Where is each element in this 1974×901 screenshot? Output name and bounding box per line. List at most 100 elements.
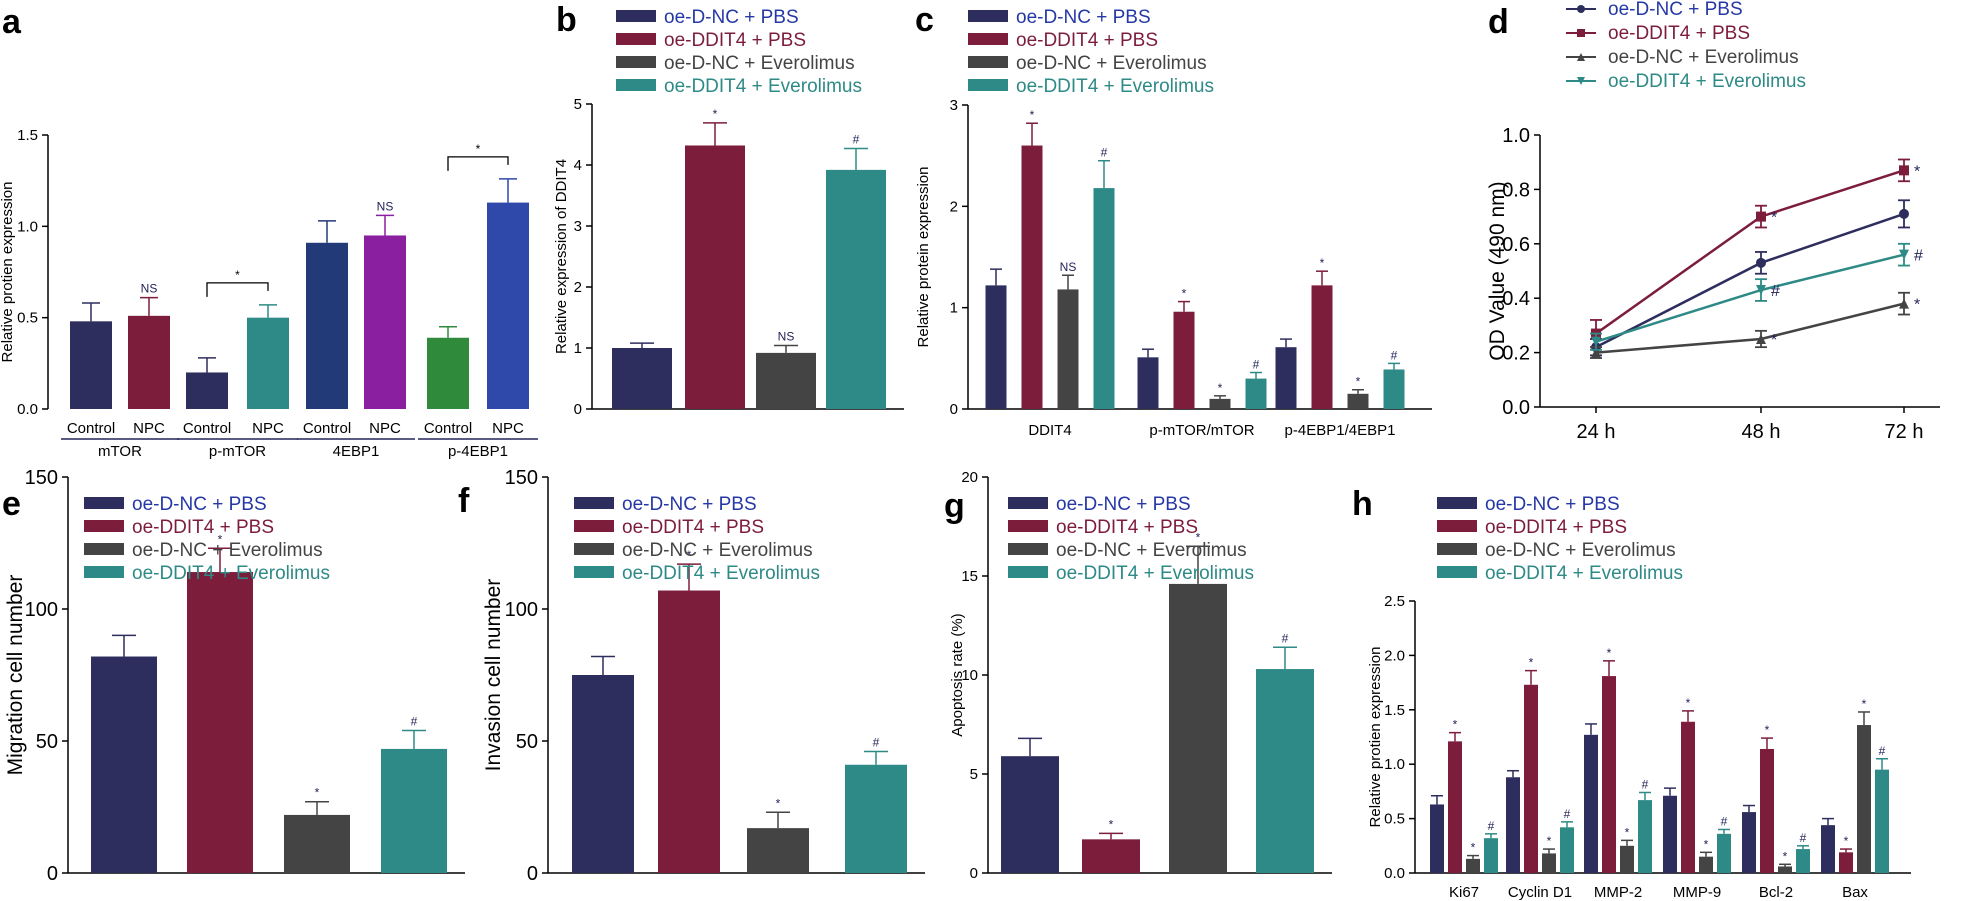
h-mark-4-2: * (1783, 849, 1788, 863)
g-bar-2 (1169, 583, 1227, 873)
b-legend-swatch-3 (616, 79, 656, 91)
c-bar-2-2 (1347, 393, 1369, 409)
c-bar-2-3 (1383, 369, 1405, 409)
a-bar-label-3: NPC (252, 420, 284, 437)
c-legend-swatch-0 (968, 10, 1008, 22)
b-legend-swatch-0 (616, 10, 656, 22)
h-mark-1-1: * (1529, 656, 1534, 670)
c-bar-2-0 (1275, 347, 1297, 409)
h-y-tick-label-4: 2.0 (1384, 647, 1405, 664)
h-bar-1-3 (1560, 827, 1574, 873)
b-legend-swatch-1 (616, 33, 656, 45)
b-legend-label-3: oe-DDIT4 + Everolimus (664, 76, 862, 97)
a-group-label-3: p-4EBP1 (448, 443, 508, 460)
g-legend-swatch-3 (1008, 566, 1048, 578)
f-y-label: Invasion cell number (482, 579, 505, 772)
h-bar-5-0 (1821, 825, 1835, 873)
h-legend-label-1: oe-DDIT4 + PBS (1485, 517, 1627, 538)
f-bar-2 (747, 828, 809, 873)
h-y-tick-label-0: 0.0 (1384, 865, 1405, 882)
g-mark-3: # (1282, 631, 1289, 645)
h-bar-0-1 (1448, 741, 1462, 873)
h-mark-4-1: * (1765, 723, 1770, 737)
d-legend-marker-3 (1577, 77, 1585, 85)
c-mark-1-3: # (1253, 358, 1260, 372)
a-bar-3 (247, 317, 289, 409)
h-legend-label-3: oe-DDIT4 + Everolimus (1485, 563, 1683, 584)
b-legend-label-2: oe-D-NC + Everolimus (664, 53, 855, 74)
d-point-0-1 (1756, 257, 1766, 268)
panel-label-d: d (1488, 3, 1509, 41)
c-bar-1-3 (1245, 378, 1267, 409)
a-group-label-1: p-mTOR (209, 443, 266, 460)
d-point-2-0 (1591, 347, 1601, 358)
c-legend-swatch-3 (968, 79, 1008, 91)
h-mark-5-2: * (1862, 697, 1867, 711)
d-mark48-2: * (1771, 332, 1777, 349)
e-legend-swatch-3 (84, 566, 124, 578)
c-mark-0-3: # (1101, 146, 1108, 160)
panel-label-b: b (556, 1, 577, 39)
h-bar-3-1 (1681, 721, 1695, 873)
e-mark-2: * (315, 786, 320, 800)
h-cat-label-3: MMP-9 (1673, 884, 1721, 901)
a-bar-label-6: Control (424, 420, 472, 437)
f-bar-1 (658, 590, 720, 873)
b-y-tick-label-5: 5 (574, 96, 582, 113)
a-bar-label-7: NPC (492, 420, 524, 437)
g-legend-label-0: oe-D-NC + PBS (1056, 494, 1191, 515)
g-y-tick-label-3: 15 (961, 568, 978, 585)
c-bar-1-2 (1209, 398, 1231, 409)
panel-label-c: c (915, 1, 934, 39)
e-legend-label-2: oe-D-NC + Everolimus (132, 540, 323, 561)
h-y-tick-label-5: 2.5 (1384, 593, 1405, 610)
d-legend-label-1: oe-DDIT4 + PBS (1608, 23, 1750, 44)
h-mark-3-1: * (1686, 696, 1691, 710)
c-cat-label-1: p-mTOR/mTOR (1149, 422, 1254, 439)
a-y-label: Relative protien expression (0, 182, 16, 363)
f-legend-swatch-1 (574, 520, 614, 532)
f-y-tick-label-3: 150 (505, 467, 538, 489)
c-bar-1-1 (1173, 311, 1195, 409)
g-legend-swatch-0 (1008, 497, 1048, 509)
d-point-3-2 (1899, 249, 1909, 260)
d-y-tick-label-4: 0.8 (1502, 179, 1530, 201)
h-bar-2-0 (1584, 734, 1598, 873)
h-bar-2-2 (1620, 845, 1634, 873)
d-point-2-2 (1899, 298, 1909, 309)
f-mark-1: * (687, 548, 692, 562)
f-legend-label-0: oe-D-NC + PBS (622, 494, 757, 515)
c-bar-0-2 (1057, 289, 1079, 409)
d-point-0-2 (1899, 208, 1909, 219)
f-bar-3 (845, 764, 907, 873)
f-mark-3: # (873, 736, 880, 750)
b-mark-1: * (713, 107, 718, 121)
d-legend-marker-0 (1577, 5, 1585, 13)
f-y-tick-label-1: 50 (516, 731, 538, 753)
g-bar-0 (1001, 756, 1059, 873)
b-y-tick-label-4: 4 (574, 157, 582, 174)
d-point-2-1 (1756, 334, 1766, 344)
b-y-tick-label-1: 1 (574, 340, 582, 357)
c-legend-label-3: oe-DDIT4 + Everolimus (1016, 76, 1214, 97)
h-bar-2-1 (1602, 676, 1616, 873)
d-y-tick-label-2: 0.4 (1502, 288, 1530, 310)
d-mark48-3: # (1771, 283, 1780, 300)
g-y-tick-label-1: 5 (970, 766, 978, 783)
b-bar-3 (826, 169, 886, 409)
c-legend-label-2: oe-D-NC + Everolimus (1016, 53, 1207, 74)
h-legend-label-0: oe-D-NC + PBS (1485, 494, 1620, 515)
a-y-tick-label-2: 1.0 (17, 218, 38, 235)
f-y-tick-label-2: 100 (505, 599, 538, 621)
h-cat-label-2: MMP-2 (1594, 884, 1642, 901)
h-y-tick-label-1: 0.5 (1384, 811, 1405, 828)
panel-label-e: e (2, 485, 21, 523)
h-mark-1-3: # (1564, 807, 1571, 821)
c-bar-0-0 (985, 285, 1007, 409)
panel-label-f: f (458, 482, 470, 520)
h-mark-5-1: * (1844, 834, 1849, 848)
h-bar-3-3 (1717, 833, 1731, 873)
b-bar-2 (756, 352, 816, 409)
g-legend-label-2: oe-D-NC + Everolimus (1056, 540, 1247, 561)
